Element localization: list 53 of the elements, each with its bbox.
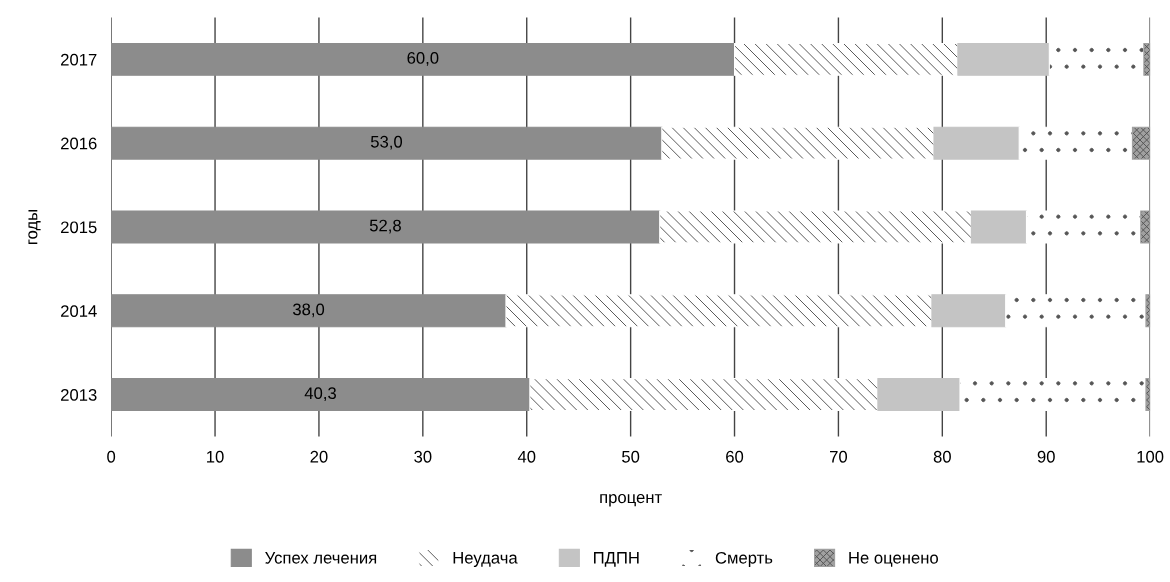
data-label: 40,3 <box>304 387 336 402</box>
y-tick-label: 2015 <box>61 221 97 234</box>
bar <box>111 294 507 328</box>
x-tick-label: 0 <box>107 450 116 463</box>
legend-label: Успех лечения <box>265 552 377 564</box>
legend-label: Не оценено <box>849 552 939 567</box>
bar <box>661 126 935 160</box>
bar <box>1018 126 1134 160</box>
bar <box>111 378 531 412</box>
x-tick-label: 20 <box>310 450 328 463</box>
bar <box>970 210 1028 244</box>
bar <box>1131 126 1151 160</box>
data-label: 52,8 <box>369 219 401 234</box>
bar <box>1140 210 1151 244</box>
y-tick-label: 2014 <box>61 305 97 317</box>
x-tick-label: 100 <box>1137 450 1164 463</box>
data-label: 60,0 <box>407 52 439 66</box>
y-tick-label: 2016 <box>61 137 97 150</box>
bar <box>1005 294 1147 328</box>
x-axis-title: процент <box>600 494 662 507</box>
bar <box>529 378 879 412</box>
bar <box>1025 210 1142 244</box>
y-tick-label: 2017 <box>61 53 97 66</box>
bar <box>111 42 736 76</box>
bar <box>1145 378 1151 412</box>
bar <box>959 378 1147 412</box>
bar <box>733 42 959 76</box>
data-label: 53,0 <box>370 135 403 150</box>
x-tick-label: 70 <box>830 450 848 463</box>
y-tick-label: 2013 <box>61 389 97 401</box>
bar <box>1143 42 1151 76</box>
bar <box>659 210 972 244</box>
legend-label: Неудача <box>453 552 518 567</box>
x-tick-label: 10 <box>207 450 224 463</box>
legend-label: ПДПН <box>594 552 639 567</box>
bar <box>1048 42 1145 76</box>
y-axis-title: годы <box>28 209 41 244</box>
bar <box>957 42 1050 76</box>
bar <box>111 126 663 160</box>
bar <box>1145 294 1151 328</box>
x-tick-label: 80 <box>933 450 951 463</box>
data-label: 38,0 <box>292 303 325 318</box>
legend-label: Смерть <box>715 551 773 567</box>
bar <box>505 294 933 328</box>
bar <box>931 294 1007 328</box>
x-tick-label: 50 <box>622 450 640 463</box>
x-tick-label: 60 <box>726 450 744 463</box>
bar <box>933 126 1020 160</box>
bar <box>111 210 661 244</box>
x-tick-label: 40 <box>517 450 536 463</box>
x-tick-label: 30 <box>414 450 432 463</box>
x-tick-label: 90 <box>1037 450 1055 463</box>
bar <box>877 378 961 412</box>
